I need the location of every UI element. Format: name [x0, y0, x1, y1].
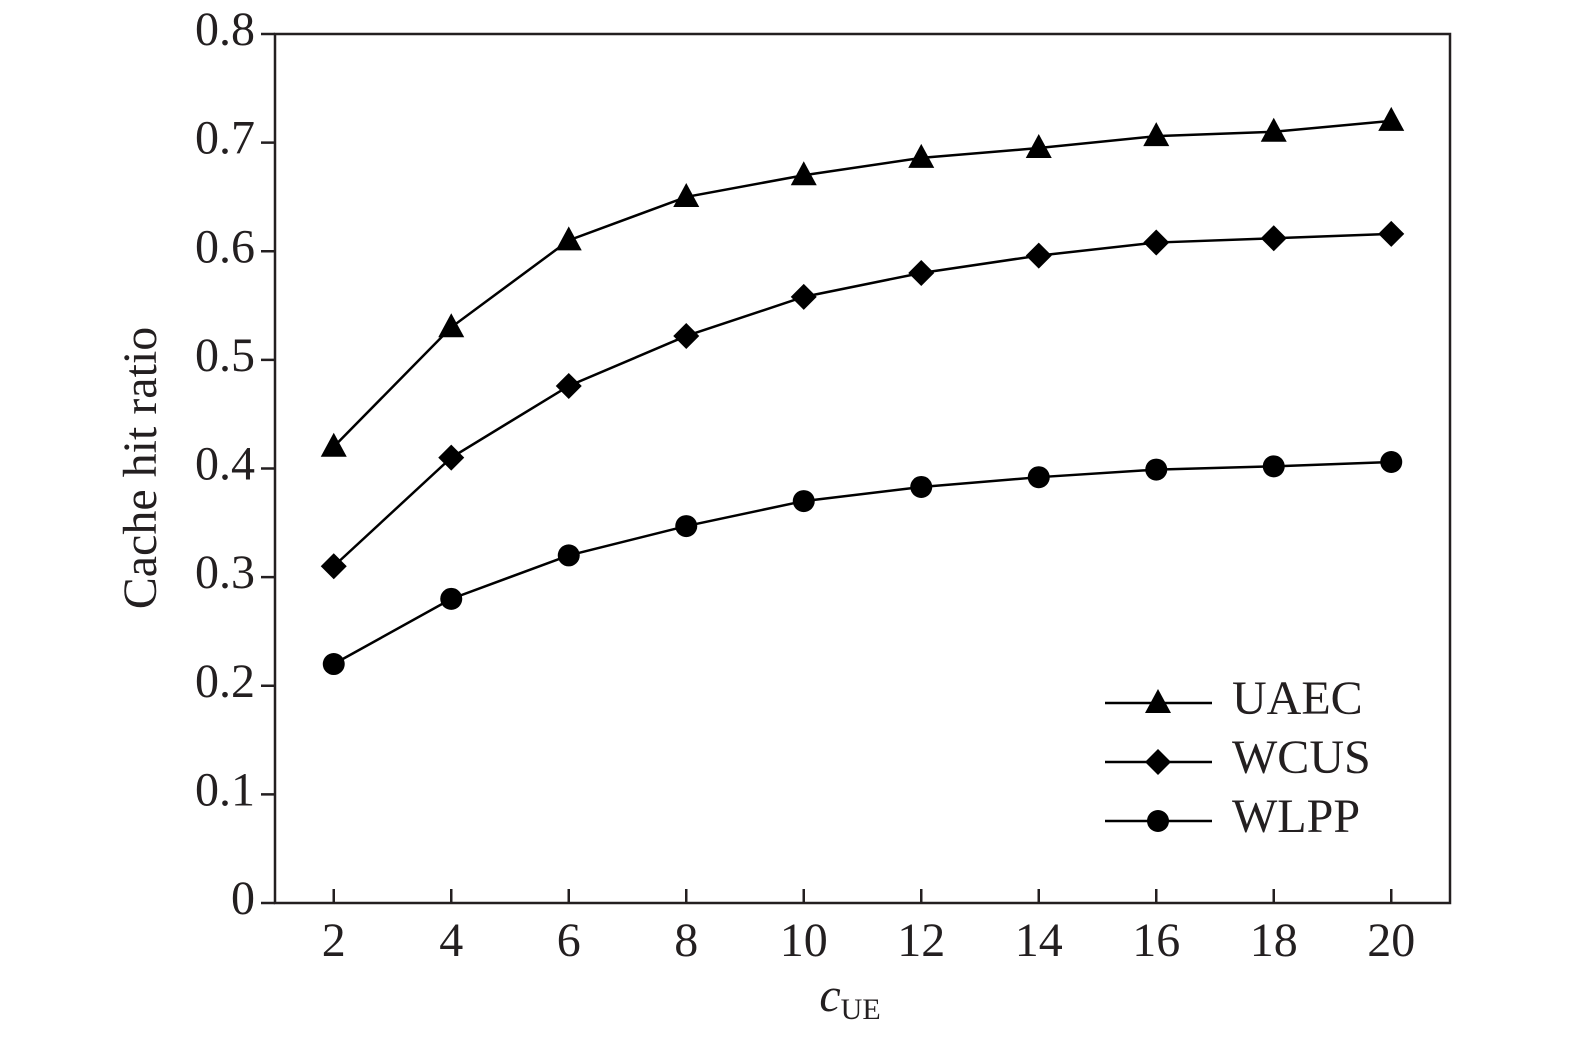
- data-point: [1025, 242, 1052, 269]
- data-point: [1145, 458, 1168, 481]
- x-tick-label: 8: [674, 914, 698, 967]
- x-axis-label-sub: UE: [841, 993, 881, 1026]
- y-tick-label: 0: [231, 872, 255, 925]
- data-point: [438, 313, 465, 338]
- legend-marker: [1147, 810, 1169, 832]
- data-point: [1262, 455, 1285, 478]
- x-tick-label: 10: [780, 914, 828, 967]
- y-tick-label: 0.8: [195, 3, 255, 56]
- x-tick-label: 12: [897, 914, 945, 967]
- data-point: [792, 490, 815, 513]
- series-line: [332, 119, 1392, 448]
- data-point: [790, 283, 817, 310]
- x-axis-label: cUE: [819, 969, 880, 1026]
- x-tick-label: 16: [1132, 914, 1180, 967]
- data-point: [1378, 106, 1405, 131]
- y-tick-label: 0.6: [195, 220, 255, 273]
- data-point: [1260, 117, 1287, 142]
- data-point: [675, 515, 698, 538]
- legend-label: WCUS: [1232, 731, 1371, 784]
- data-point: [555, 226, 582, 251]
- data-point: [910, 475, 933, 498]
- y-tick-label: 0.4: [195, 438, 255, 491]
- data-point: [1260, 225, 1287, 252]
- x-tick-label: 14: [1015, 914, 1063, 967]
- series-line: [332, 232, 1392, 568]
- data-point: [908, 143, 935, 168]
- data-point: [1027, 466, 1050, 489]
- data-point: [673, 322, 700, 349]
- x-tick-label: 4: [439, 914, 463, 967]
- data-point: [1380, 450, 1403, 473]
- legend-label: UAEC: [1232, 672, 1363, 725]
- x-tick-label: 6: [557, 914, 581, 967]
- data-point: [438, 444, 465, 471]
- data-point: [1143, 229, 1170, 256]
- data-point: [440, 587, 463, 610]
- data-point: [320, 553, 347, 580]
- x-tick-label: 2: [322, 914, 346, 967]
- y-tick-label: 0.1: [195, 763, 255, 816]
- data-point: [673, 182, 700, 207]
- x-tick-label: 20: [1367, 914, 1415, 967]
- x-tick-label: 18: [1250, 914, 1298, 967]
- x-axis-label-main: c: [819, 969, 840, 1022]
- y-axis-label: Cache hit ratio: [114, 327, 167, 610]
- y-tick-label: 0.7: [195, 112, 255, 165]
- series-line: [333, 460, 1392, 666]
- data-point: [557, 544, 580, 567]
- y-tick-label: 0.5: [195, 329, 255, 382]
- data-point: [1143, 122, 1170, 147]
- legend-label: WLPP: [1232, 790, 1360, 843]
- data-point: [555, 372, 582, 399]
- legend-marker: [1145, 749, 1171, 775]
- data-point: [322, 653, 345, 676]
- data-point: [1025, 134, 1052, 159]
- data-point: [1378, 220, 1405, 247]
- data-point: [908, 259, 935, 286]
- data-point: [320, 432, 347, 457]
- y-tick-label: 0.2: [195, 655, 255, 708]
- legend-marker: [1145, 689, 1171, 713]
- y-tick-label: 0.3: [195, 546, 255, 599]
- data-point: [790, 161, 817, 186]
